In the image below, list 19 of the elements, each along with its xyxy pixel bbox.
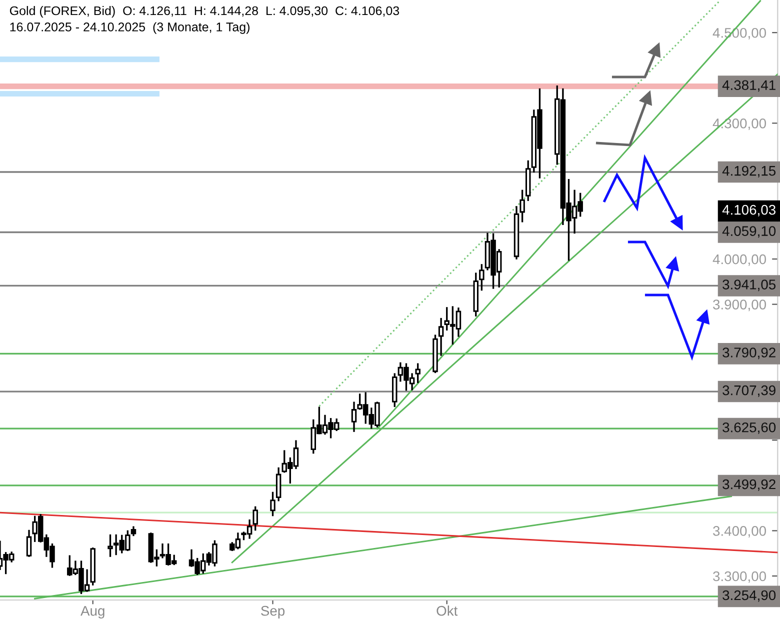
ref-line-label: 3.790,92 (722, 348, 776, 360)
chart-title: Gold (FOREX, Bid) O: 4.126,11 H: 4.144,28 L: 4.095,30 C: 4.106,03 (10, 6, 400, 18)
text: 16.07.2025 - 24.10.2025 (3 Monate, 1 Tag) (10, 22, 250, 34)
ref-line-label: 4.059,10 (722, 226, 776, 238)
x-tick-label: Sep (261, 606, 285, 619)
ref-line-label: 3.707,39 (722, 385, 776, 397)
ref-line-label: 4.192,15 (722, 166, 776, 178)
ref-line-label: 3.625,60 (722, 422, 776, 434)
y-tick-label: 3.400,00 (713, 526, 766, 538)
annotation: 4.106,03 (722, 204, 776, 216)
ref-line-label: 3.941,05 (722, 280, 776, 292)
ref-line-label: 3.254,90 (722, 590, 776, 602)
y-tick-label: 3.300,00 (713, 571, 766, 583)
ref-line-label: 4.381,41 (722, 80, 776, 92)
x-tick-label: Okt (436, 606, 458, 616)
ref-line-label: 3.499,92 (722, 479, 776, 491)
x-tick-label: Aug (80, 606, 104, 619)
y-tick-label: 4.000,00 (712, 254, 766, 266)
y-tick-label: 3.900,00 (713, 300, 766, 312)
